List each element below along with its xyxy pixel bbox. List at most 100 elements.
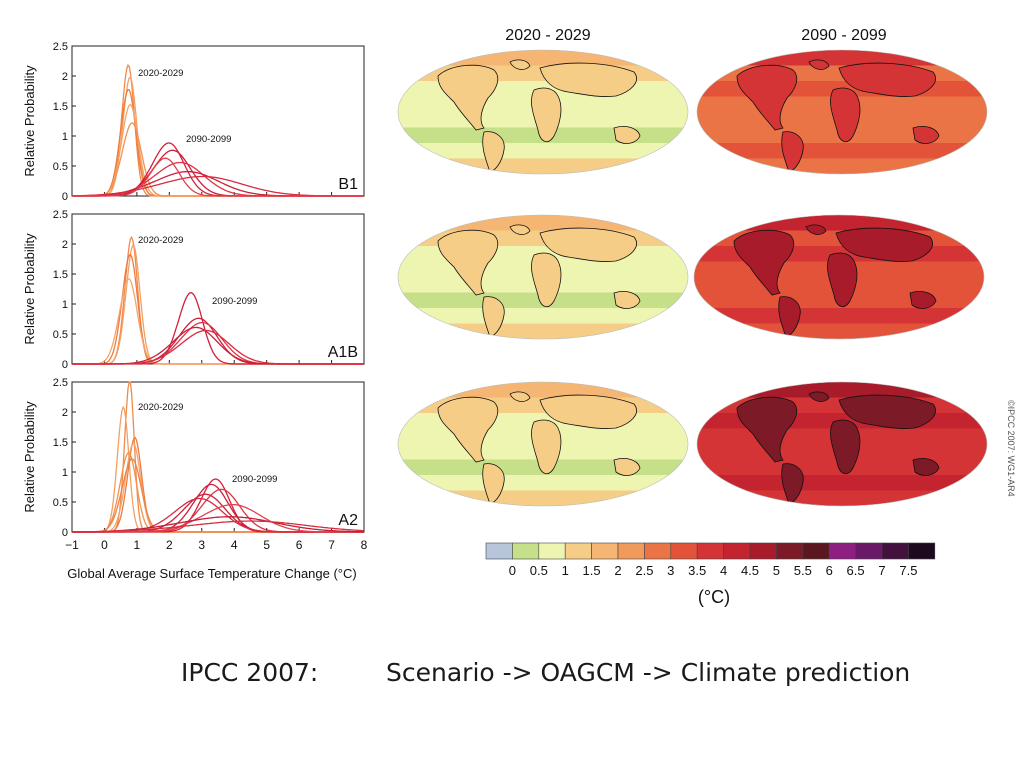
colorbar-unit: (°C): [698, 587, 730, 607]
continent: [909, 291, 937, 309]
temperature-band: [398, 490, 688, 506]
x-tick-label: 0: [101, 538, 108, 552]
pdf-curve-2090-2099: [72, 329, 364, 365]
map-fill: [697, 50, 987, 174]
colorbar-swatch: [617, 542, 645, 560]
temperature-band: [398, 143, 688, 159]
globe-outline: [397, 49, 689, 175]
colorbar-tick-label: 1.5: [583, 563, 601, 578]
continent: [827, 252, 858, 308]
y-axis-label: Relative Probability: [22, 233, 37, 345]
pdf-curve-2090-2099: [72, 157, 364, 197]
map-fill: [398, 215, 688, 339]
colorbar-swatch: [512, 542, 540, 560]
temperature-band: [697, 143, 987, 159]
temperature-band: [398, 308, 688, 324]
continent: [781, 463, 804, 505]
globe-outline: [397, 381, 689, 507]
colorbar-swatch: [855, 542, 883, 560]
projection-maps: [397, 49, 988, 507]
continent: [539, 62, 637, 97]
y-tick-label: 1.5: [53, 101, 68, 113]
continent: [482, 296, 505, 338]
colorbar-tick-label: 4.5: [741, 563, 759, 578]
y-tick-label: 1: [62, 131, 68, 143]
y-tick-label: 1.5: [53, 437, 68, 449]
temperature-band: [697, 475, 987, 491]
temperature-band: [398, 323, 688, 339]
pdf-curve-2090-2099: [72, 503, 364, 533]
y-axis-label: Relative Probability: [22, 65, 37, 177]
x-tick-label: 1: [134, 538, 141, 552]
colorbar-tick-label: 3.5: [688, 563, 706, 578]
globe-outline: [696, 49, 988, 175]
temperature-colorbar: 0 0.5 1 1.5 2 2.5 3 3.5 4 4.5 5 5.5 6 6.5 7 7.5: [485, 542, 936, 578]
colorbar-tick-label: 0: [509, 563, 516, 578]
y-tick-label: 1.5: [53, 269, 68, 281]
y-tick-label: 0: [62, 191, 68, 203]
map-fill: [398, 50, 688, 174]
temperature-band: [697, 50, 987, 66]
colorbar-swatch: [485, 542, 513, 560]
colorbar-swatch: [591, 542, 619, 560]
continent: [482, 131, 505, 173]
temperature-band: [398, 50, 688, 66]
colorbar-swatch: [564, 542, 592, 560]
x-tick-label: 6: [296, 538, 303, 552]
continent: [509, 224, 531, 235]
continent: [509, 59, 531, 70]
colorbar-swatch: [538, 542, 566, 560]
temperature-band: [697, 158, 987, 174]
continent: [805, 224, 827, 235]
continent: [808, 59, 830, 70]
colorbar-swatch: [828, 542, 856, 560]
y-tick-label: 2.5: [53, 41, 68, 53]
continent: [531, 252, 562, 308]
continent: [838, 394, 936, 429]
pdf-panel-b1: 0 0.5 1 1.5 2 2.5 Relative Probability B1 2020-2…: [22, 41, 365, 203]
colorbar-swatch: [749, 542, 777, 560]
colorbar-swatch: [908, 542, 936, 560]
annotation-2020-2029: 2020-2029: [138, 402, 183, 413]
world-map-5: [397, 381, 689, 507]
continent: [437, 229, 499, 296]
annotation-2090-2099: 2090-2099: [212, 296, 257, 307]
annotation-2090-2099: 2090-2099: [232, 474, 277, 485]
x-tick-label: 2: [166, 538, 173, 552]
ipcc-credit: ©IPCC 2007: WG1-AR4: [1006, 400, 1016, 497]
continent: [736, 64, 798, 131]
colorbar-tick-label: 6: [826, 563, 833, 578]
colorbar-swatch: [670, 542, 698, 560]
colorbar-swatch: [644, 542, 672, 560]
x-tick-label: −1: [65, 538, 79, 552]
map-fill: [398, 382, 688, 506]
map-fill: [694, 215, 984, 339]
continent: [830, 419, 861, 475]
y-tick-label: 0.5: [53, 497, 68, 509]
temperature-band: [697, 382, 987, 398]
continent: [778, 296, 801, 338]
y-tick-label: 0: [62, 527, 68, 539]
world-map-3: [397, 214, 689, 340]
annotation-2020-2029: 2020-2029: [138, 68, 183, 79]
scenario-label: A1B: [328, 344, 358, 361]
temperature-band: [398, 382, 688, 398]
y-tick-label: 2.5: [53, 209, 68, 221]
map-col-title-2090: 2090 - 2099: [801, 27, 887, 44]
caption-source: IPCC 2007:: [181, 658, 319, 687]
y-tick-label: 0.5: [53, 161, 68, 173]
ipcc-figure: 2020 - 2029 2090 - 2099 0 0.5 1 1.5 2 2.5 Rela…: [22, 27, 1016, 607]
plot-frame: [71, 45, 365, 197]
colorbar-swatch: [776, 542, 804, 560]
probability-density-panels: 0 0.5 1 1.5 2 2.5 Relative Probability B1 2020-2…: [22, 41, 368, 581]
continent: [539, 394, 637, 429]
world-map-4: [693, 214, 985, 340]
colorbar-tick-label: 7.5: [899, 563, 917, 578]
temperature-band: [694, 308, 984, 324]
continent: [912, 458, 940, 476]
scenario-label: A2: [338, 512, 358, 529]
temperature-band: [697, 490, 987, 506]
continent: [613, 291, 641, 309]
x-tick-label: 5: [263, 538, 270, 552]
